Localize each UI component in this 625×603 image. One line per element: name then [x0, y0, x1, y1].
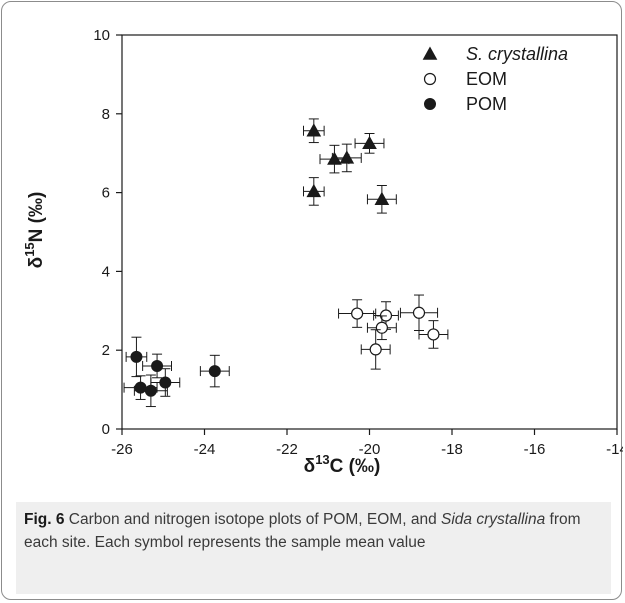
x-axis-label: δ13C (‰)	[304, 452, 381, 477]
figure-caption: Fig. 6 Carbon and nitrogen isotope plots…	[16, 502, 611, 594]
legend-label: EOM	[466, 69, 507, 89]
series-layer	[123, 118, 449, 408]
data-point	[306, 123, 322, 137]
series-2	[123, 336, 230, 408]
legend-marker	[424, 98, 436, 110]
y-tick-label: 2	[102, 342, 110, 359]
plot-frame	[121, 34, 618, 430]
plot-axes: -26 -24 -22 -20 -18 -16 -14 0 2 4 6 8 10	[93, 27, 623, 458]
caption-text-1: Carbon and nitrogen isotope plots of POM…	[64, 511, 441, 528]
data-point	[427, 328, 440, 341]
y-tick-label: 0	[102, 421, 110, 438]
data-point	[134, 381, 147, 394]
data-point	[375, 321, 388, 334]
y-tick-label: 4	[102, 263, 110, 280]
data-point	[151, 359, 164, 372]
series-0	[303, 118, 397, 214]
legend-marker	[423, 72, 437, 86]
data-point	[362, 135, 377, 150]
legend: S. crystallina EOM POM	[422, 44, 568, 114]
legend-marker	[422, 46, 438, 60]
y-tick-label: 6	[102, 185, 110, 202]
x-tick-label: -26	[111, 441, 133, 458]
data-point	[159, 376, 172, 389]
y-axis-label: δ15N (‰)	[22, 192, 47, 269]
y-tick-label: 10	[93, 27, 110, 44]
x-tick-label: -14	[606, 441, 623, 458]
caption-label: Fig. 6	[24, 511, 65, 528]
data-point	[369, 343, 382, 356]
legend-label: S. crystallina	[466, 44, 568, 64]
x-tick-label: -24	[194, 441, 216, 458]
x-tick-label: -20	[359, 441, 381, 458]
data-point	[327, 151, 342, 165]
caption-text-2: from each site. Each symbol represents t…	[24, 511, 581, 551]
data-point	[374, 191, 390, 205]
legend-label: POM	[466, 94, 507, 114]
y-tick-label: 8	[102, 106, 110, 123]
caption-species: Sida crystallina	[441, 511, 546, 528]
x-tick-label: -18	[441, 441, 463, 458]
x-tick-label: -16	[524, 441, 546, 458]
x-tick-label: -22	[276, 441, 298, 458]
data-point	[130, 350, 143, 363]
data-point	[306, 183, 322, 198]
data-point	[351, 307, 364, 320]
data-point	[412, 306, 426, 319]
data-point	[339, 150, 355, 164]
scatter-plot: -26 -24 -22 -20 -18 -16 -14 0 2 4 6 8 10 S. crystall…	[22, 27, 623, 477]
series-1	[338, 294, 449, 370]
data-point	[208, 365, 221, 378]
